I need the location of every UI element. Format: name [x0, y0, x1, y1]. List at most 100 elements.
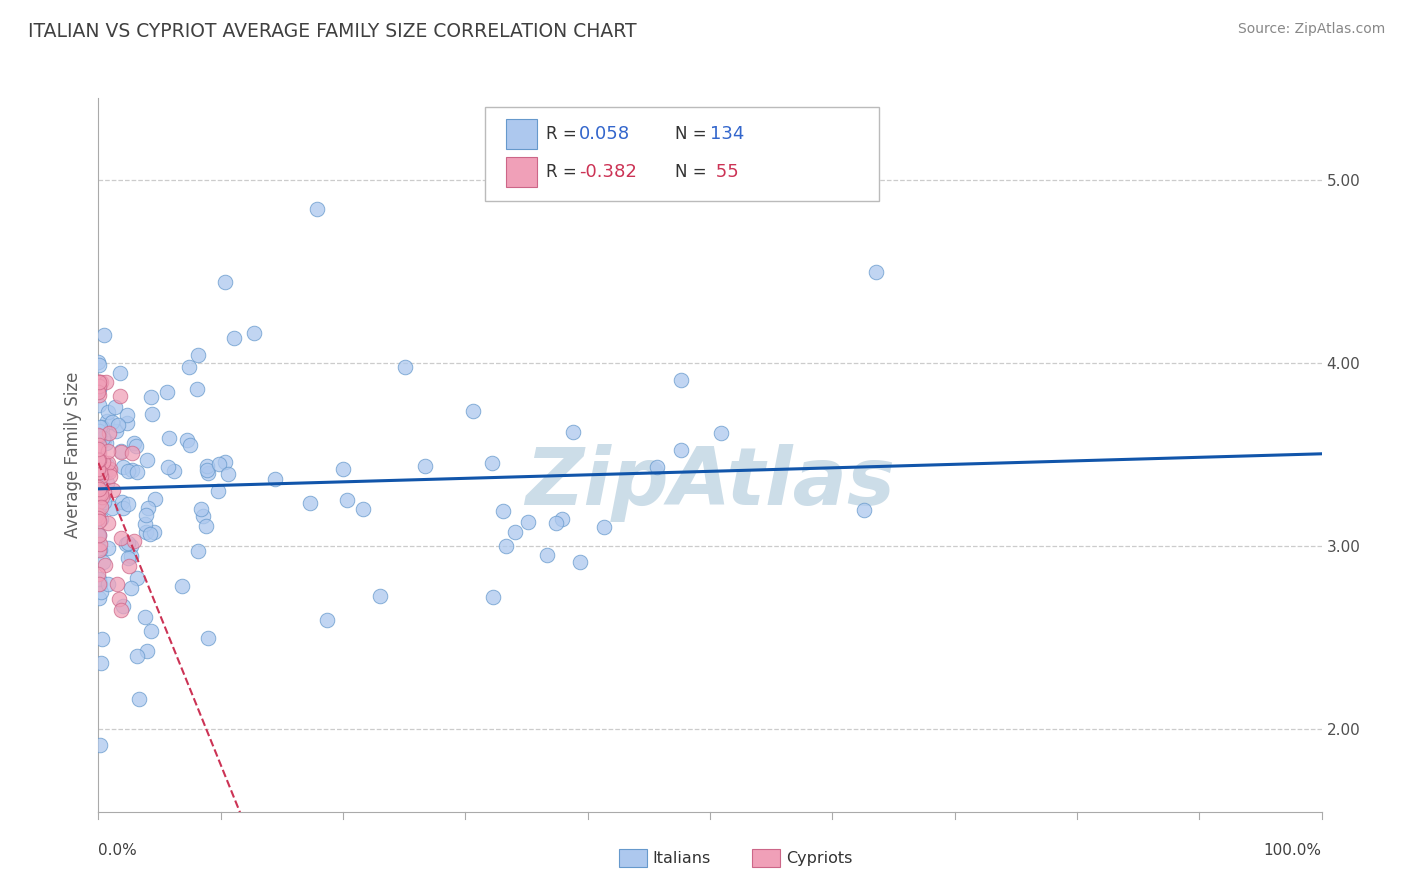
- Point: [87, 527, 110, 541]
- Point: [89, 739, 111, 753]
- Point: [87, 572, 110, 586]
- Point: [93, 485, 115, 500]
- Point: [89, 465, 111, 479]
- Point: [170, 579, 193, 593]
- Point: [115, 409, 138, 423]
- Point: [177, 360, 200, 375]
- Point: [93, 433, 115, 447]
- Point: [87, 355, 110, 369]
- Point: [195, 458, 218, 473]
- Point: [101, 501, 124, 516]
- Point: [214, 455, 236, 469]
- Point: [143, 491, 166, 506]
- Text: ZipAtlas: ZipAtlas: [524, 444, 896, 523]
- Point: [87, 438, 110, 452]
- Point: [195, 463, 218, 477]
- Point: [97, 577, 120, 591]
- Point: [157, 431, 180, 445]
- Point: [569, 555, 592, 569]
- Point: [87, 453, 110, 467]
- Text: R =: R =: [546, 125, 582, 143]
- Point: [105, 577, 128, 591]
- Point: [89, 542, 111, 557]
- Point: [243, 326, 266, 340]
- Text: 100.0%: 100.0%: [1264, 843, 1322, 858]
- Point: [125, 465, 148, 479]
- Point: [87, 591, 110, 606]
- Point: [87, 438, 110, 452]
- Point: [135, 644, 157, 658]
- Point: [89, 419, 111, 434]
- Point: [134, 610, 156, 624]
- Point: [87, 511, 110, 525]
- Point: [97, 541, 120, 555]
- Point: [90, 584, 112, 599]
- Point: [93, 494, 115, 508]
- Point: [187, 543, 209, 558]
- Point: [593, 520, 616, 534]
- Point: [110, 532, 132, 546]
- Point: [176, 434, 198, 448]
- Point: [87, 378, 110, 392]
- Text: 55: 55: [710, 163, 738, 181]
- Point: [87, 442, 110, 456]
- Point: [87, 453, 110, 467]
- Point: [98, 469, 121, 483]
- Point: [111, 500, 134, 515]
- Text: R =: R =: [546, 163, 582, 181]
- Point: [136, 453, 159, 467]
- Point: [536, 548, 558, 562]
- Point: [197, 466, 219, 480]
- Point: [492, 504, 515, 518]
- Text: 0.0%: 0.0%: [98, 843, 138, 858]
- Point: [94, 558, 117, 572]
- Point: [503, 525, 526, 540]
- Point: [110, 443, 132, 458]
- Point: [117, 464, 139, 478]
- Point: [135, 524, 157, 539]
- Point: [141, 407, 163, 421]
- Point: [87, 388, 110, 402]
- Point: [115, 417, 138, 431]
- Point: [87, 398, 110, 412]
- Point: [97, 457, 120, 471]
- Text: N =: N =: [675, 163, 711, 181]
- Point: [110, 495, 132, 509]
- Point: [93, 466, 115, 480]
- Point: [87, 381, 110, 395]
- Point: [87, 527, 110, 541]
- Point: [91, 420, 114, 434]
- Point: [413, 458, 436, 473]
- Point: [214, 275, 236, 289]
- Point: [263, 472, 285, 486]
- Point: [186, 382, 208, 396]
- Point: [190, 502, 212, 516]
- Point: [89, 512, 111, 526]
- Point: [87, 577, 110, 591]
- Point: [87, 375, 110, 389]
- Point: [852, 502, 875, 516]
- Point: [134, 516, 156, 531]
- Point: [111, 599, 134, 613]
- Text: 0.058: 0.058: [579, 125, 630, 143]
- Point: [87, 528, 110, 542]
- Point: [127, 648, 149, 663]
- Point: [87, 483, 110, 497]
- Point: [87, 385, 110, 400]
- Text: ITALIAN VS CYPRIOT AVERAGE FAMILY SIZE CORRELATION CHART: ITALIAN VS CYPRIOT AVERAGE FAMILY SIZE C…: [28, 22, 637, 41]
- Point: [96, 414, 118, 428]
- Point: [87, 486, 110, 500]
- Point: [139, 624, 162, 639]
- Point: [156, 460, 179, 475]
- Point: [671, 373, 693, 387]
- Point: [115, 536, 138, 550]
- Point: [87, 436, 110, 450]
- Point: [120, 539, 142, 553]
- Point: [90, 657, 112, 671]
- Point: [93, 431, 115, 445]
- Point: [316, 613, 339, 627]
- Point: [90, 500, 112, 515]
- Point: [87, 383, 110, 397]
- Point: [87, 431, 110, 445]
- Point: [108, 389, 131, 403]
